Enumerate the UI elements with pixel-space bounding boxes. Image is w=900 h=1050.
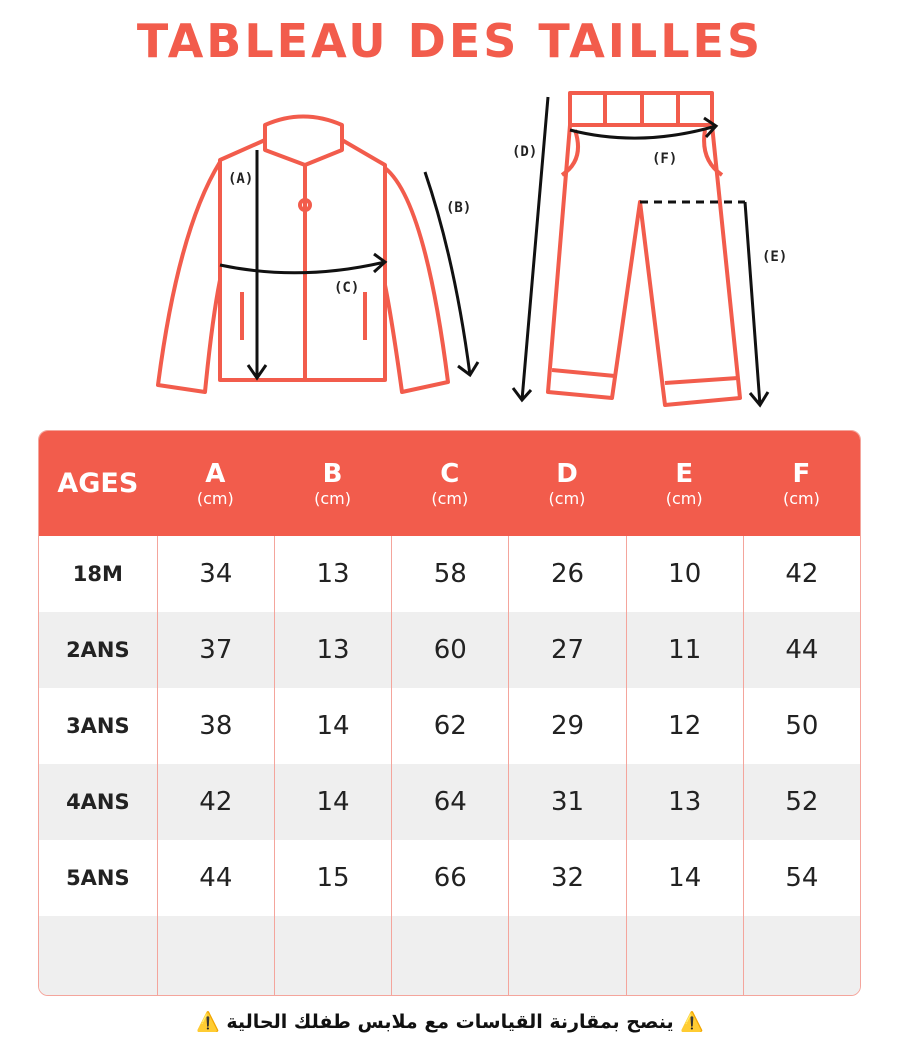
value-cell: 66 <box>391 840 508 916</box>
value-cell: 27 <box>508 612 625 688</box>
jacket <box>156 114 450 394</box>
column-header: A (cm) <box>157 431 274 536</box>
column-unit: (cm) <box>314 489 351 508</box>
value-cell: 13 <box>273 536 391 612</box>
value-cell: 64 <box>391 764 508 840</box>
value-cell: 37 <box>156 612 274 688</box>
column-header: F (cm) <box>743 431 860 536</box>
empty-cell <box>273 916 391 995</box>
empty-cell <box>156 916 274 995</box>
empty-cell <box>508 916 625 995</box>
value-cell: 13 <box>273 612 391 688</box>
value-cell: 52 <box>742 764 860 840</box>
value-cell: 42 <box>742 536 860 612</box>
column-unit: (cm) <box>665 489 703 508</box>
value-cell: 62 <box>391 688 508 764</box>
empty-row <box>39 916 860 995</box>
column-letter: F <box>792 459 811 489</box>
column-header: B (cm) <box>274 431 391 536</box>
table-row: 18M 34 13 58 26 10 42 <box>39 536 860 612</box>
column-header: D (cm) <box>508 431 625 536</box>
age-cell: 3ANS <box>66 714 130 738</box>
value-cell: 12 <box>625 688 743 764</box>
value-cell: 60 <box>391 612 508 688</box>
title: TABLEAU DES TAILLES <box>136 14 764 68</box>
column-unit: (cm) <box>782 489 820 508</box>
value-cell: 13 <box>625 764 743 840</box>
value-cell: 58 <box>391 536 508 612</box>
label-f: (F) <box>652 151 677 167</box>
footer-note: ⚠️ ينصح بمقارنة القياسات مع ملابس طفلك ا… <box>196 1011 704 1033</box>
label-e: (E) <box>762 249 787 265</box>
column-unit: (cm) <box>431 489 469 508</box>
empty-cell <box>391 916 508 995</box>
value-cell: 38 <box>156 688 274 764</box>
value-cell: 42 <box>156 764 274 840</box>
pants <box>546 91 742 407</box>
column-letter: B <box>322 459 343 489</box>
column-unit: (cm) <box>196 489 234 508</box>
column-letter: D <box>556 459 578 489</box>
value-cell: 31 <box>508 764 625 840</box>
measure-arrows <box>219 96 770 408</box>
size-table: AGES A (cm) B (cm) C (cm) D (cm) E (cm) F (cm) 18M 34 1… <box>38 430 861 996</box>
table-row: 4ANS 42 14 64 31 13 52 <box>39 764 860 840</box>
label-c: (C) <box>334 280 359 296</box>
empty-cell <box>625 916 743 995</box>
value-cell: 14 <box>273 764 391 840</box>
age-cell: 18M <box>72 562 123 586</box>
age-cell: 4ANS <box>66 790 130 814</box>
empty-cell <box>39 916 157 995</box>
label-a: (A) <box>228 171 253 187</box>
value-cell: 15 <box>273 840 391 916</box>
value-cell: 26 <box>508 536 625 612</box>
column-letter: A <box>205 459 226 489</box>
value-cell: 11 <box>625 612 743 688</box>
value-cell: 44 <box>742 612 860 688</box>
column-letter: E <box>675 459 694 489</box>
value-cell: 32 <box>508 840 625 916</box>
column-header: C (cm) <box>391 431 508 536</box>
value-cell: 44 <box>156 840 274 916</box>
label-d: (D) <box>512 144 537 160</box>
table-row: 3ANS 38 14 62 29 12 50 <box>39 688 860 764</box>
column-letter: C <box>440 459 460 489</box>
illustrations: (A) (B) (C) (D) (E) (F) <box>156 91 787 408</box>
value-cell: 14 <box>625 840 743 916</box>
column-unit: (cm) <box>548 489 586 508</box>
value-cell: 54 <box>742 840 860 916</box>
age-cell: 2ANS <box>66 638 130 662</box>
value-cell: 14 <box>273 688 391 764</box>
value-cell: 29 <box>508 688 625 764</box>
label-b: (B) <box>446 200 471 216</box>
column-header: E (cm) <box>626 431 743 536</box>
age-cell: 5ANS <box>66 866 130 890</box>
value-cell: 50 <box>742 688 860 764</box>
empty-cell <box>742 916 860 995</box>
header-row: AGES A (cm) B (cm) C (cm) D (cm) E (cm) F (cm) <box>39 431 860 536</box>
value-cell: 10 <box>625 536 743 612</box>
table-row: 5ANS 44 15 66 32 14 54 <box>39 840 860 916</box>
corner-header: AGES <box>57 468 139 499</box>
table-row: 2ANS 37 13 60 27 11 44 <box>39 612 860 688</box>
value-cell: 34 <box>156 536 274 612</box>
